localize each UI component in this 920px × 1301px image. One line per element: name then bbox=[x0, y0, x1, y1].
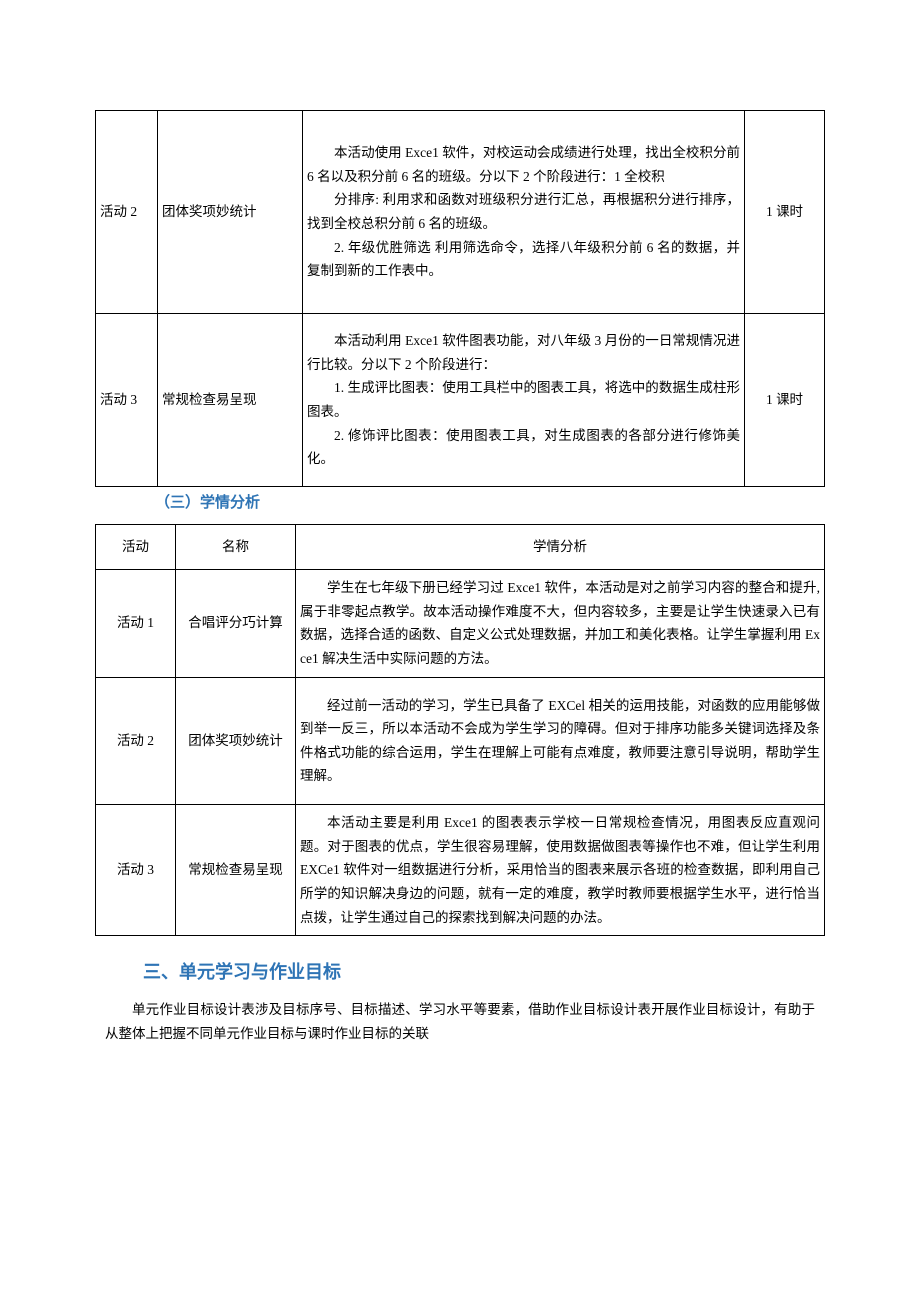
table-row: 活动 3 常规检查易呈现 本活动主要是利用 Exce1 的图表表示学校一日常规检… bbox=[96, 805, 825, 936]
header-analysis: 学情分析 bbox=[296, 525, 825, 570]
cell-name: 团体奖项妙统计 bbox=[176, 677, 296, 805]
desc-para: 1. 生成评比图表：使用工具栏中的图表工具，将选中的数据生成柱形图表。 bbox=[307, 376, 740, 423]
desc-para: 本活动利用 Exce1 软件图表功能，对八年级 3 月份的一日常规情况进行比较。… bbox=[307, 329, 740, 376]
analysis-para: 经过前一活动的学习，学生已具备了 EXCel 相关的运用技能，对函数的应用能够做… bbox=[300, 694, 820, 789]
learner-analysis-table: 活动 名称 学情分析 活动 1 合唱评分巧计算 学生在七年级下册已经学习过 Ex… bbox=[95, 524, 825, 936]
cell-name: 常规检查易呈现 bbox=[176, 805, 296, 936]
desc-para: 2. 年级优胜筛选 利用筛选命令，选择八年级积分前 6 名的数据，并复制到新的工… bbox=[307, 236, 740, 283]
cell-description: 本活动使用 Exce1 软件，对校运动会成绩进行处理，找出全校积分前 6 名以及… bbox=[303, 111, 745, 314]
analysis-para: 学生在七年级下册已经学习过 Exce1 软件，本活动是对之前学习内容的整合和提升… bbox=[300, 576, 820, 671]
header-activity: 活动 bbox=[96, 525, 176, 570]
cell-activity: 活动 1 bbox=[96, 570, 176, 678]
table-row: 活动 3 常规检查易呈现 本活动利用 Exce1 软件图表功能，对八年级 3 月… bbox=[96, 314, 825, 487]
section-heading-unit-goals: 三、单元学习与作业目标 bbox=[143, 958, 825, 984]
cell-activity: 活动 2 bbox=[96, 677, 176, 805]
cell-description: 本活动利用 Exce1 软件图表功能，对八年级 3 月份的一日常规情况进行比较。… bbox=[303, 314, 745, 487]
cell-analysis: 本活动主要是利用 Exce1 的图表表示学校一日常规检查情况，用图表反应直观问题… bbox=[296, 805, 825, 936]
subheading-analysis: （三）学情分析 bbox=[155, 491, 825, 512]
cell-activity: 活动 3 bbox=[96, 314, 158, 487]
desc-para: 本活动使用 Exce1 软件，对校运动会成绩进行处理，找出全校积分前 6 名以及… bbox=[307, 141, 740, 188]
body-paragraph: 单元作业目标设计表涉及目标序号、目标描述、学习水平等要素，借助作业目标设计表开展… bbox=[105, 998, 815, 1045]
cell-hours: 1 课时 bbox=[745, 111, 825, 314]
table-row: 活动 2 团体奖项妙统计 经过前一活动的学习，学生已具备了 EXCel 相关的运… bbox=[96, 677, 825, 805]
table-row: 活动 2 团体奖项妙统计 本活动使用 Exce1 软件，对校运动会成绩进行处理，… bbox=[96, 111, 825, 314]
header-name: 名称 bbox=[176, 525, 296, 570]
desc-para: 2. 修饰评比图表：使用图表工具，对生成图表的各部分进行修饰美化。 bbox=[307, 424, 740, 471]
cell-activity: 活动 2 bbox=[96, 111, 158, 314]
cell-activity: 活动 3 bbox=[96, 805, 176, 936]
cell-name: 团体奖项妙统计 bbox=[158, 111, 303, 314]
activity-content-table: 活动 2 团体奖项妙统计 本活动使用 Exce1 软件，对校运动会成绩进行处理，… bbox=[95, 110, 825, 487]
analysis-para: 本活动主要是利用 Exce1 的图表表示学校一日常规检查情况，用图表反应直观问题… bbox=[300, 811, 820, 929]
desc-para: 分排序: 利用求和函数对班级积分进行汇总，再根据积分进行排序，找到全校总积分前 … bbox=[307, 188, 740, 235]
cell-name: 常规检查易呈现 bbox=[158, 314, 303, 487]
cell-hours: 1 课时 bbox=[745, 314, 825, 487]
cell-name: 合唱评分巧计算 bbox=[176, 570, 296, 678]
cell-analysis: 经过前一活动的学习，学生已具备了 EXCel 相关的运用技能，对函数的应用能够做… bbox=[296, 677, 825, 805]
cell-analysis: 学生在七年级下册已经学习过 Exce1 软件，本活动是对之前学习内容的整合和提升… bbox=[296, 570, 825, 678]
table-header-row: 活动 名称 学情分析 bbox=[96, 525, 825, 570]
table-row: 活动 1 合唱评分巧计算 学生在七年级下册已经学习过 Exce1 软件，本活动是… bbox=[96, 570, 825, 678]
